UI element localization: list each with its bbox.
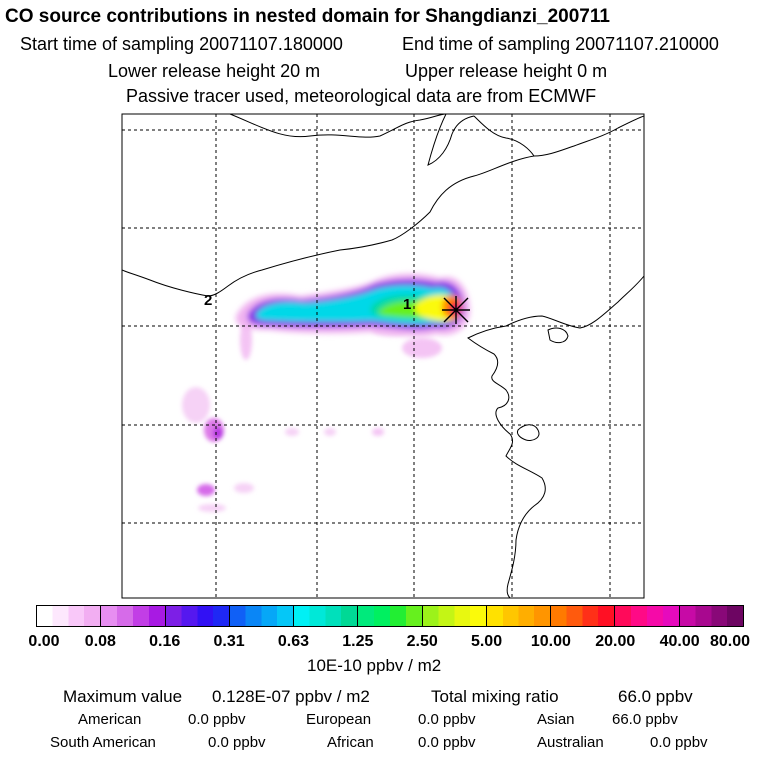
colorbar-tick-label: 0.08: [84, 633, 116, 650]
region-name: European: [306, 711, 372, 728]
coastlines: [122, 114, 644, 598]
colorbar-segment: [422, 606, 487, 626]
colorbar-segment: [358, 606, 423, 626]
max-value: 0.128E-07 ppbv / m2: [212, 687, 370, 706]
region-value: 0.0 ppbv: [188, 711, 246, 728]
region-name: African: [327, 734, 374, 751]
region-value: 0.0 ppbv: [208, 734, 266, 751]
map-frame: [121, 113, 645, 599]
upper-release-height-label: Upper release height 0 m: [405, 61, 608, 81]
plume-faint-patches: [182, 320, 442, 512]
colorbar-segment: [37, 606, 102, 626]
region-value: 0.0 ppbv: [418, 711, 476, 728]
region-name: Asian: [537, 711, 575, 728]
colorbar-segment: [486, 606, 552, 626]
colorbar-tick-label: 80.00: [709, 633, 751, 650]
map-label-2: 2: [204, 292, 212, 309]
colorbar-tick-label: 5.00: [470, 633, 503, 650]
colorbar-tick-label: 0.31: [213, 633, 245, 650]
lower-release-height-label: Lower release height 20 m: [108, 61, 321, 81]
total-mixing-ratio-label: Total mixing ratio: [431, 687, 559, 706]
colorbar-segment: [551, 606, 616, 626]
colorbar-unit: 10E-10 ppbv / m2: [307, 656, 442, 675]
region-value: 0.0 ppbv: [650, 734, 708, 751]
total-mixing-ratio-value: 66.0 ppbv: [618, 687, 693, 706]
colorbar: [36, 605, 744, 627]
colorbar-tick-label: 40.00: [659, 633, 700, 650]
map-area: 2 1: [122, 114, 644, 598]
region-name: South American: [50, 734, 156, 751]
region-name: Australian: [537, 734, 604, 751]
colorbar-tick-label: 10.00: [530, 633, 571, 650]
colorbar-segment: [294, 606, 359, 626]
start-time-label: Start time of sampling 20071107.180000: [20, 34, 343, 54]
colorbar-tick-label: 0.63: [277, 633, 310, 650]
graticule: [122, 114, 644, 598]
end-time-label: End time of sampling 20071107.210000: [402, 34, 719, 54]
colorbar-tick-label: 0.00: [28, 633, 60, 650]
map-label-1: 1: [403, 296, 411, 313]
region-value: 66.0 ppbv: [612, 711, 678, 728]
tracer-note: Passive tracer used, meteorological data…: [126, 86, 597, 106]
plot-title: CO source contributions in nested domain…: [5, 6, 610, 27]
region-value: 0.0 ppbv: [418, 734, 476, 751]
colorbar-segment: [679, 606, 743, 626]
colorbar-tick-label: 2.50: [406, 633, 438, 650]
region-name: American: [78, 711, 142, 728]
colorbar-tick-label: 1.25: [342, 633, 374, 650]
colorbar-segment: [165, 606, 230, 626]
plume-main: [235, 273, 470, 337]
colorbar-segment: [229, 606, 295, 626]
colorbar-tick-label: 20.00: [595, 633, 636, 650]
receptor-star-icon: [442, 296, 470, 324]
colorbar-segment: [101, 606, 166, 626]
colorbar-tick-label: 0.16: [149, 633, 181, 650]
colorbar-segment: [615, 606, 680, 626]
max-value-label: Maximum value: [63, 687, 183, 706]
